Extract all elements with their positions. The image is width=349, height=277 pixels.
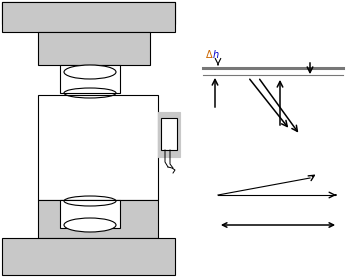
Bar [60, 200, 120, 228]
Bar [60, 65, 120, 93]
Bar [38, 32, 150, 65]
Bar [158, 112, 180, 157]
Bar [38, 200, 158, 238]
Text: $\Delta$: $\Delta$ [205, 48, 214, 60]
Bar [2, 238, 175, 275]
Bar [38, 95, 158, 200]
Bar [161, 118, 177, 150]
Ellipse shape [64, 218, 116, 232]
Ellipse shape [64, 65, 116, 79]
Bar [2, 2, 175, 32]
Bar [2, 2, 175, 24]
Text: $h$: $h$ [212, 48, 220, 60]
